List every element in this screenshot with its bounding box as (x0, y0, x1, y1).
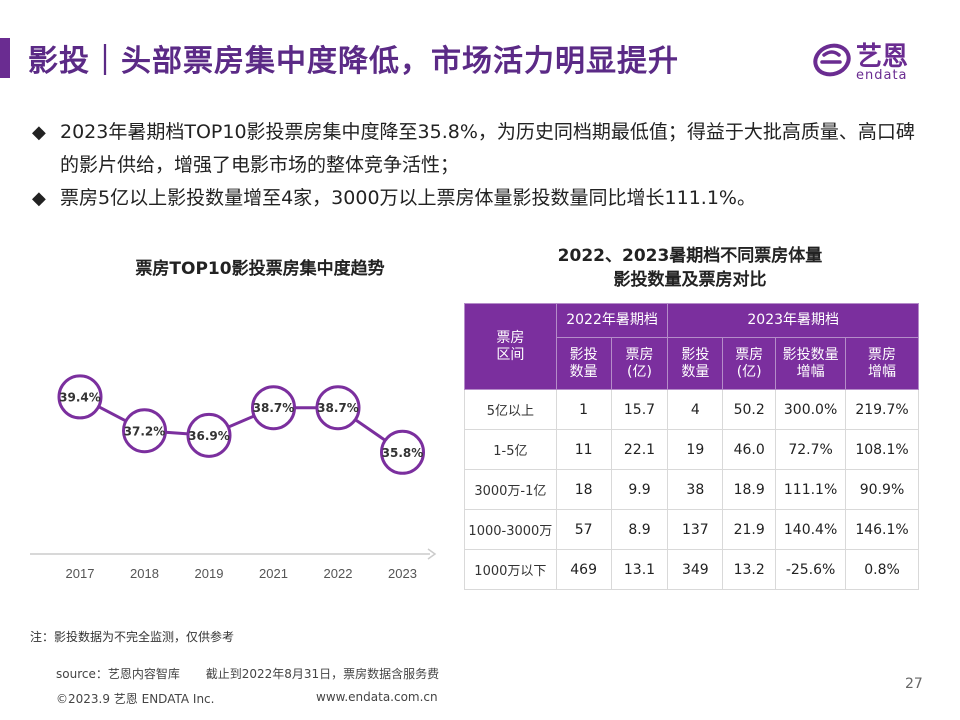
table-cell: 0.8% (845, 549, 919, 590)
table-cell: 22.1 (610, 429, 669, 470)
data-point (122, 408, 167, 454)
data-label: 36.9% (188, 429, 230, 443)
copyright: ©2023.9 艺恩 ENDATA Inc. (56, 692, 215, 706)
data-label: 38.7% (253, 401, 295, 415)
table-cell: 38 (667, 469, 724, 510)
column-sub-header: 票房 (亿) (610, 337, 669, 390)
table-row: 3000万-1亿 18 9.9 38 18.9 111.1% 90.9% (464, 469, 919, 510)
table-cell: 300.0% (775, 389, 847, 430)
chart-title: 票房TOP10影投票房集中度趋势 (135, 259, 385, 279)
footnote: 注：影投数据为不完全监测，仅供参考 (30, 630, 235, 644)
table-cell: 15.7 (610, 389, 669, 430)
table-cell: 19 (667, 429, 724, 470)
table-cell: 18.9 (722, 469, 777, 510)
row-header-cell: 1000-3000万 (464, 509, 557, 550)
data-label: 38.7% (317, 401, 359, 415)
table-cell: 46.0 (722, 429, 777, 470)
group-header-2022: 2022年暑期档 (555, 303, 669, 338)
row-header-cell: 3000万-1亿 (464, 469, 557, 510)
diamond-bullet-icon: ◆ (32, 188, 46, 209)
table-cell: -25.6% (775, 549, 847, 590)
data-point (57, 374, 103, 420)
page-number: 27 (905, 676, 923, 692)
table-row: 1-5亿 11 22.1 19 46.0 72.7% 108.1% (464, 429, 919, 470)
table-corner-header: 票房 区间 (464, 303, 557, 390)
source-text: source：艺恩内容智库 (56, 667, 180, 681)
table-cell: 72.7% (775, 429, 847, 470)
data-label: 39.4% (59, 390, 101, 404)
bullet-text: 票房5亿以上影投数量增至4家，3000万以上票房体量影投数量同比增长111.1%… (60, 187, 756, 209)
brand-logo: 艺恩 endata (812, 34, 932, 84)
trend-line-chart: 39.4% 37.2% 36.9% 38.7% 38.7% 35.8% 2017 2018 20… (30, 374, 437, 581)
table-cell: 13.1 (610, 549, 669, 590)
column-sub-header: 影投 数量 (667, 337, 724, 390)
table-cell: 50.2 (722, 389, 777, 430)
x-tick-label: 2022 (324, 566, 353, 581)
table-cell: 13.2 (722, 549, 777, 590)
table-row: 1000-3000万 57 8.9 137 21.9 140.4% 146.1% (464, 509, 919, 550)
data-label: 35.8% (382, 446, 424, 460)
table-cell: 1 (555, 389, 612, 430)
data-point (315, 385, 361, 431)
x-tick-label: 2019 (195, 566, 224, 581)
group-header-2023: 2023年暑期档 (667, 303, 919, 338)
title-accent-bar (0, 38, 10, 78)
column-sub-header: 票房 增幅 (845, 337, 919, 390)
table-cell: 90.9% (845, 469, 919, 510)
table-cell: 137 (667, 509, 724, 550)
table-row: 1000万以下 469 13.1 349 13.2 -25.6% 0.8% (464, 549, 919, 590)
table-cell: 349 (667, 549, 724, 590)
table-cell: 219.7% (845, 389, 919, 430)
website-url: www.endata.com.cn (316, 690, 438, 704)
table-cell: 57 (555, 509, 612, 550)
logo-text-cn: 艺恩 (856, 42, 909, 72)
endata-logo-icon (813, 43, 851, 77)
data-point (380, 429, 425, 475)
table-cell: 140.4% (775, 509, 847, 550)
data-point (251, 385, 296, 431)
x-axis-arrow-icon (427, 548, 437, 560)
column-sub-header: 票房 (亿) (722, 337, 777, 390)
table-cell: 18 (555, 469, 612, 510)
summary-bullets: ◆ 2023年暑期档TOP10影投票房集中度降至35.8%，为历史同档期最低值；… (30, 116, 930, 215)
x-tick-label: 2021 (259, 566, 288, 581)
table-cell: 4 (667, 389, 724, 430)
boxoffice-comparison-table: 票房 区间 2022年暑期档 2023年暑期档 影投 数量 票房 (亿) 影投 数量 票房(… (464, 303, 919, 590)
table-cell: 9.9 (610, 469, 669, 510)
bullet-item: ◆ 2023年暑期档TOP10影投票房集中度降至35.8%，为历史同档期最低值；… (30, 116, 930, 182)
bullet-item: ◆ 票房5亿以上影投数量增至4家，3000万以上票房体量影投数量同比增长111.… (30, 182, 930, 215)
bullet-text: 2023年暑期档TOP10影投票房集中度降至35.8%，为历史同档期最低值；得益… (60, 121, 915, 176)
x-tick-label: 2018 (130, 566, 159, 581)
table-cell: 108.1% (845, 429, 919, 470)
x-tick-label: 2017 (66, 566, 95, 581)
table-cell: 111.1% (775, 469, 847, 510)
table-cell: 21.9 (722, 509, 777, 550)
table-title-line2: 影投数量及票房对比 (613, 270, 767, 290)
page-title: 影投｜头部票房集中度降低，市场活力明显提升 (28, 44, 679, 79)
row-header-cell: 1000万以下 (464, 549, 557, 590)
table-row: 5亿以上 1 15.7 4 50.2 300.0% 219.7% (464, 389, 919, 430)
column-sub-header: 影投数量 增幅 (775, 337, 847, 390)
row-header-cell: 1-5亿 (464, 429, 557, 470)
logo-text-en: endata (856, 68, 908, 83)
table-cell: 469 (555, 549, 612, 590)
data-label: 37.2% (124, 424, 166, 438)
row-header-cell: 5亿以上 (464, 389, 557, 430)
data-point (186, 412, 232, 458)
x-tick-label: 2023 (388, 566, 417, 581)
cutoff-text: 截止到2022年8月31日，票房数据含服务费 (205, 667, 440, 681)
diamond-bullet-icon: ◆ (32, 122, 46, 143)
column-sub-header: 影投 数量 (555, 337, 612, 390)
table-cell: 146.1% (845, 509, 919, 550)
table-title-line1: 2022、2023暑期档不同票房体量 (557, 246, 823, 266)
table-cell: 8.9 (610, 509, 669, 550)
table-title: 2022、2023暑期档不同票房体量 影投数量及票房对比 (470, 244, 910, 292)
table-cell: 11 (555, 429, 612, 470)
source-line: source：艺恩内容智库 截止到2022年8月31日，票房数据含服务费 (56, 665, 439, 682)
